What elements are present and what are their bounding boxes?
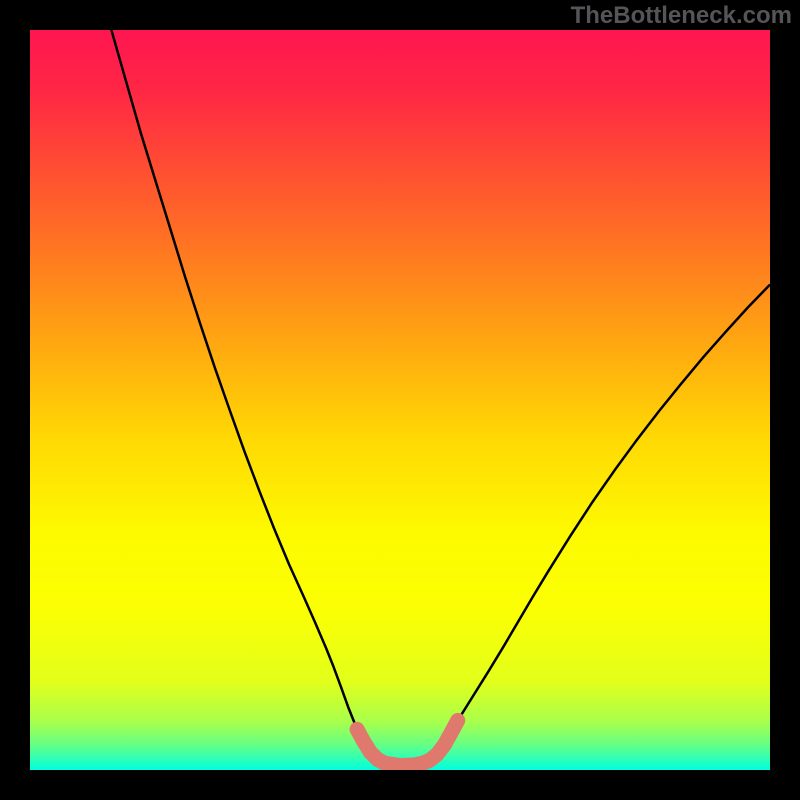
watermark-text: TheBottleneck.com bbox=[571, 2, 792, 30]
outer-frame: TheBottleneck.com bbox=[0, 0, 800, 800]
gradient-background bbox=[30, 30, 770, 770]
plot-area bbox=[30, 30, 770, 770]
chart-svg bbox=[30, 30, 770, 770]
